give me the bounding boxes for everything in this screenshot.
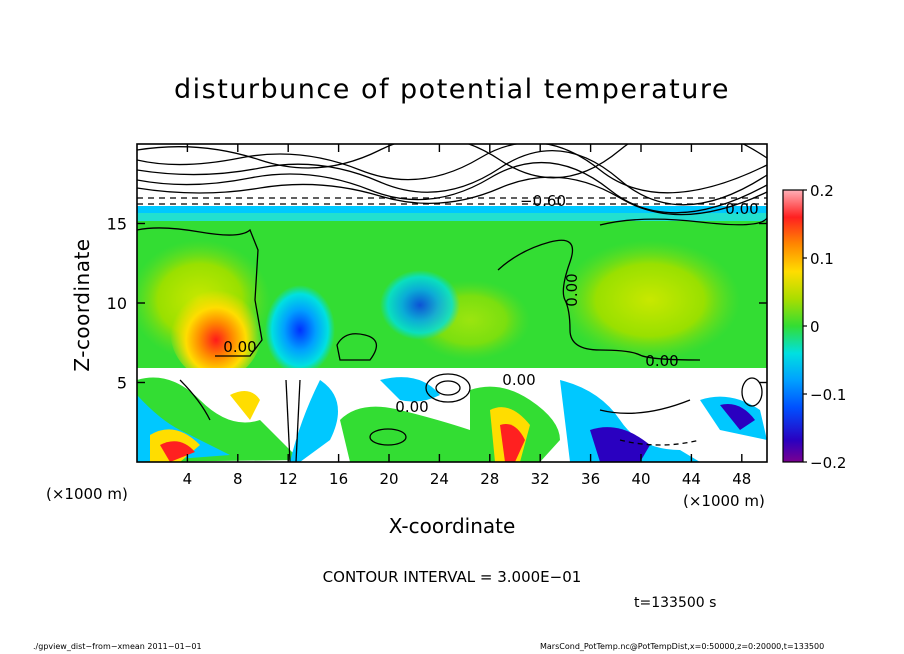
contour-label: 0.00 [223,338,256,356]
footer-left: ./gpview_dist−from−xmean 2011−01−01 [33,642,202,651]
x-tick-label: 24 [430,470,449,488]
x-tick-label: 4 [183,470,193,488]
x-axis: 4 8 12 16 20 24 28 32 36 40 44 48 [183,144,751,488]
contour-label: 0.00 [645,352,678,370]
colorbar-axis: 0.2 0.1 0 −0.1 −0.2 [803,182,846,472]
colorbar-tick-label: 0.1 [810,250,834,268]
x-tick-label: 8 [233,470,243,488]
x-tick-label: 44 [682,470,701,488]
contour-label: −0.60 [520,192,566,210]
x-axis-unit-right: (×1000 m) [683,492,765,510]
colorbar-tick-label: −0.2 [810,454,846,472]
x-tick-label: 40 [631,470,650,488]
colorbar-tick-label: −0.1 [810,386,846,404]
colorbar-tick-label: 0 [810,318,820,336]
colorbar-tick-label: 0.2 [810,182,834,200]
contour-label: 0.00 [563,273,581,306]
y-tick-label: 10 [107,294,127,313]
time-label: t=133500 s [634,595,717,611]
chart-title: disturbunce of potential temperature [174,74,730,105]
x-axis-label-row: X-coordinate [0,514,904,538]
contour-label: 0.00 [502,371,535,389]
y-axis: 5 10 15 [107,215,767,393]
y-tick-label: 15 [107,215,127,234]
x-tick-label: 48 [732,470,751,488]
y-tick-label: 5 [117,374,127,393]
contour-labels: −0.60 0.00 0.00 0.00 0.00 0.00 0.00 [223,192,758,416]
x-axis-unit-left: (×1000 m) [46,485,128,503]
x-tick-label: 16 [329,470,348,488]
x-tick-label: 20 [379,470,398,488]
footer-right: MarsCond_PotTemp.nc@PotTempDist,x=0:5000… [540,642,825,651]
x-tick-label: 28 [480,470,499,488]
x-tick-label: 12 [279,470,298,488]
colorbar [782,189,804,463]
contour-label: 0.00 [725,200,758,218]
field-image [137,144,767,462]
contour-label: 0.00 [395,398,428,416]
x-tick-label: 36 [581,470,600,488]
y-axis-label: Z-coordinate [70,238,94,372]
x-tick-label: 32 [531,470,550,488]
x-axis-label: X-coordinate [388,514,516,538]
contour-interval: CONTOUR INTERVAL = 3.000E−01 [322,568,582,586]
